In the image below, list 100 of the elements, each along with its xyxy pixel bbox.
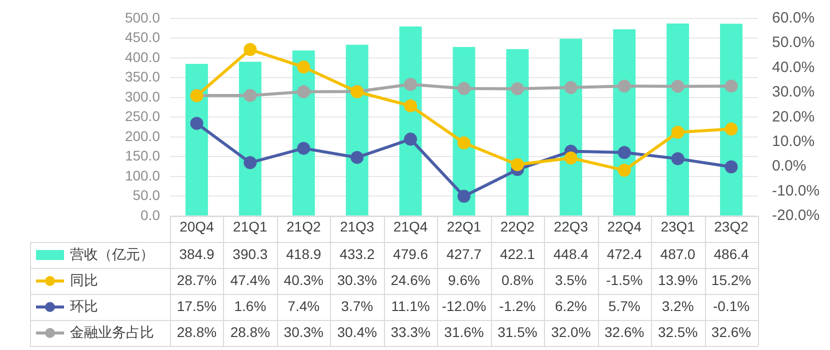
data-label: 40.3% — [284, 272, 324, 288]
data-label: 28.8% — [176, 324, 217, 340]
data-label: 30.3% — [337, 272, 377, 288]
x-tick-label: 22Q2 — [500, 218, 535, 234]
point — [190, 116, 204, 130]
x-tick-label: 21Q2 — [286, 218, 321, 234]
bar — [186, 64, 208, 216]
data-label: 32.6% — [711, 324, 752, 340]
y2-tick-label: 10.0% — [772, 133, 815, 150]
y-tick-label: 350.0 — [124, 68, 160, 85]
x-tick-label: 21Q3 — [340, 218, 374, 234]
point — [618, 164, 631, 177]
point — [297, 85, 310, 98]
y2-tick-label: 40.0% — [772, 58, 815, 76]
y-tick-label: 450.0 — [124, 29, 160, 46]
data-label: 390.3 — [232, 246, 268, 262]
data-label: 7.4% — [288, 298, 320, 314]
y-tick-label: 0.0 — [140, 206, 160, 223]
y2-tick-label: 50.0% — [772, 34, 815, 52]
data-label: 427.7 — [446, 246, 482, 262]
point — [618, 146, 631, 160]
data-label: 28.7% — [176, 272, 217, 288]
point — [458, 136, 470, 150]
y2-tick-label: -10.0% — [772, 182, 820, 200]
data-label: 448.4 — [553, 246, 589, 262]
point — [510, 82, 524, 96]
data-label: 31.6% — [444, 324, 484, 340]
point — [458, 82, 470, 96]
x-tick-label: 22Q4 — [607, 218, 642, 234]
data-label: 3.5% — [554, 272, 587, 288]
data-label: -12.0% — [442, 298, 486, 314]
x-tick-label: 21Q1 — [233, 218, 268, 234]
point — [671, 126, 684, 139]
x-tick-label: 22Q3 — [554, 218, 588, 234]
data-label: 15.2% — [711, 272, 752, 288]
legend-label: 营收（亿元） — [70, 246, 154, 262]
data-label: 11.1% — [391, 298, 430, 314]
y2-tick-label: 0.0% — [772, 158, 806, 175]
point — [564, 151, 578, 164]
point — [724, 80, 738, 93]
data-label: 0.8% — [501, 272, 534, 288]
data-label: 422.1 — [500, 246, 536, 262]
point — [244, 156, 257, 170]
legend-label: 环比 — [70, 298, 98, 314]
data-label: 47.4% — [230, 272, 270, 288]
point — [297, 60, 310, 74]
data-label: 17.5% — [176, 298, 217, 314]
data-label: 1.6% — [234, 298, 266, 314]
y2-tick-label: 60.0% — [772, 10, 815, 27]
point — [618, 80, 631, 93]
bar — [238, 62, 262, 216]
point — [404, 132, 418, 146]
data-label: 31.5% — [498, 324, 538, 340]
data-label: 28.8% — [230, 324, 270, 340]
data-label: 3.2% — [662, 298, 694, 314]
data-label: -1.5% — [606, 272, 643, 288]
bar — [720, 24, 742, 216]
data-label: 32.5% — [658, 324, 698, 340]
legend-label: 同比 — [70, 272, 98, 288]
data-label: 418.9 — [286, 246, 322, 262]
point — [564, 81, 578, 94]
bar — [346, 44, 368, 216]
data-label: -0.1% — [712, 298, 750, 314]
data-label: 30.3% — [284, 324, 324, 340]
data-label: 433.2 — [340, 246, 375, 262]
point — [724, 160, 738, 174]
y2-tick-label: -20.0% — [772, 207, 820, 224]
data-label: 6.2% — [554, 298, 587, 314]
y2-tick-label: 20.0% — [772, 108, 815, 126]
point — [671, 80, 684, 93]
data-label: 13.9% — [658, 272, 698, 288]
point — [458, 190, 470, 203]
y-tick-label: 150.0 — [124, 148, 160, 164]
data-label: 486.4 — [714, 246, 749, 262]
data-label: 472.4 — [606, 246, 642, 262]
data-label: 32.0% — [551, 324, 591, 340]
y-tick-label: 200.0 — [124, 128, 160, 144]
x-tick-label: 23Q2 — [714, 218, 749, 234]
point — [404, 99, 418, 112]
data-label: -1.2% — [499, 298, 536, 314]
x-tick-label: 21Q4 — [393, 218, 428, 234]
data-label: 9.6% — [448, 272, 480, 288]
data-label: 30.4% — [337, 324, 377, 340]
point — [404, 78, 418, 91]
data-label: 487.0 — [660, 246, 696, 262]
data-label: 479.6 — [393, 246, 428, 262]
point — [724, 122, 738, 136]
data-label: 5.7% — [608, 298, 640, 314]
point — [350, 150, 364, 164]
y-tick-label: 400.0 — [124, 48, 160, 65]
point — [510, 158, 524, 172]
point — [244, 88, 257, 102]
x-tick-label: 23Q1 — [660, 218, 696, 234]
y-tick-label: 100.0 — [124, 167, 160, 184]
point — [671, 152, 684, 166]
data-label: 384.9 — [179, 246, 214, 262]
y2-tick-label: 30.0% — [772, 84, 815, 101]
y-tick-label: 300.0 — [124, 88, 160, 104]
y-tick-label: 250.0 — [124, 108, 160, 124]
data-label: 3.7% — [341, 298, 374, 314]
